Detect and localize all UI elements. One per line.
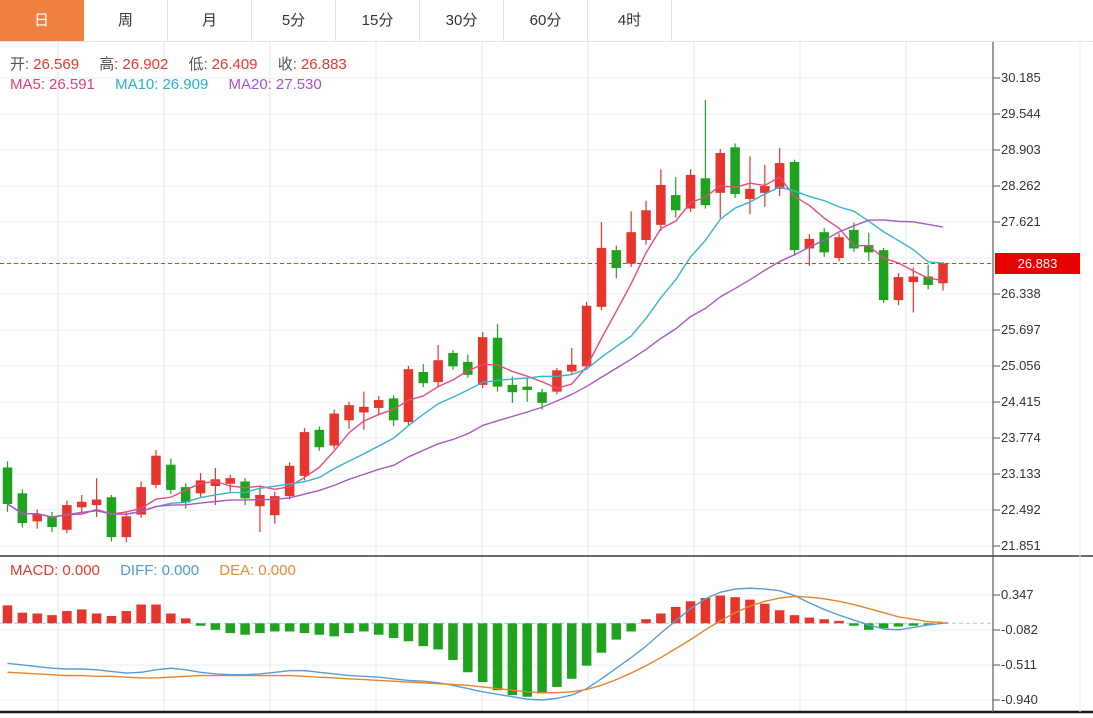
- axis-tick-label: -0.082: [1001, 621, 1038, 637]
- tab-week[interactable]: 周: [84, 0, 168, 41]
- axis-tick-label: 26.338: [1001, 286, 1041, 302]
- tab-15min[interactable]: 15分: [336, 0, 420, 41]
- ma5-value: 26.591: [49, 76, 95, 93]
- axis-tick-label: -0.511: [1001, 656, 1037, 672]
- tab-5min[interactable]: 5分: [252, 0, 336, 41]
- close-label: 收:: [277, 56, 297, 73]
- tab-30min[interactable]: 30分: [420, 0, 504, 41]
- macd-label: MACD:: [10, 562, 59, 579]
- axis-tick-label: 30.185: [1001, 70, 1041, 85]
- axis-tick-label: 23.774: [1001, 430, 1041, 446]
- tab-day[interactable]: 日: [0, 0, 84, 41]
- axis-tick-label: 28.262: [1001, 177, 1041, 193]
- diff-label: DIFF:: [120, 562, 158, 579]
- axis-tick-label: 29.544: [1001, 105, 1041, 121]
- low-label: 低:: [188, 56, 208, 73]
- axis-tick-label: 25.056: [1001, 358, 1041, 374]
- dea-label: DEA:: [219, 562, 255, 579]
- ma20-label: MA20:: [228, 76, 272, 93]
- macd-header: MACD: 0.000 DIFF: 0.000 DEA: 0.000: [10, 562, 300, 579]
- axis-tick-label: 0.347: [1001, 586, 1034, 602]
- tab-month[interactable]: 月: [168, 0, 252, 41]
- tab-60min[interactable]: 60分: [504, 0, 588, 41]
- ma10-label: MA10:: [115, 76, 159, 93]
- axis-tick-label: -0.940: [1001, 692, 1038, 707]
- axis-tick-label: 21.851: [1001, 538, 1041, 554]
- high-value: 26.902: [122, 56, 169, 73]
- axis-tick-label: 23.133: [1001, 466, 1041, 482]
- tab-4hour[interactable]: 4时: [588, 0, 672, 41]
- ma10-value: 26.909: [162, 76, 209, 93]
- axis-tick-label: 24.415: [1001, 394, 1041, 410]
- diff-value: 0.000: [161, 562, 200, 579]
- open-label: 开:: [10, 56, 30, 73]
- ma-header: MA5: 26.591 MA10: 26.909 MA20: 27.530: [10, 76, 326, 93]
- high-label: 高:: [99, 56, 119, 73]
- ma20-value: 27.530: [275, 76, 322, 93]
- close-value: 26.883: [300, 56, 347, 73]
- axis-tick-label: 22.492: [1001, 502, 1041, 518]
- macd-value: 0.000: [62, 562, 100, 579]
- low-value: 26.409: [211, 56, 258, 73]
- current-price-tag: 26.883: [995, 252, 1080, 274]
- axis-tick-label: 28.903: [1001, 141, 1041, 157]
- axis-tick-label: 27.621: [1001, 213, 1041, 229]
- timeframe-tabbar: 日 周 月 5分 15分 30分 60分 4时: [0, 0, 1093, 42]
- axis-tick-label: 25.697: [1001, 322, 1041, 338]
- open-value: 26.569: [33, 56, 80, 73]
- ma5-label: MA5:: [10, 76, 46, 93]
- dea-value: 0.000: [258, 562, 296, 579]
- ohlc-header: 开: 26.569 高: 26.902 低: 26.409 收: 26.883: [10, 53, 351, 74]
